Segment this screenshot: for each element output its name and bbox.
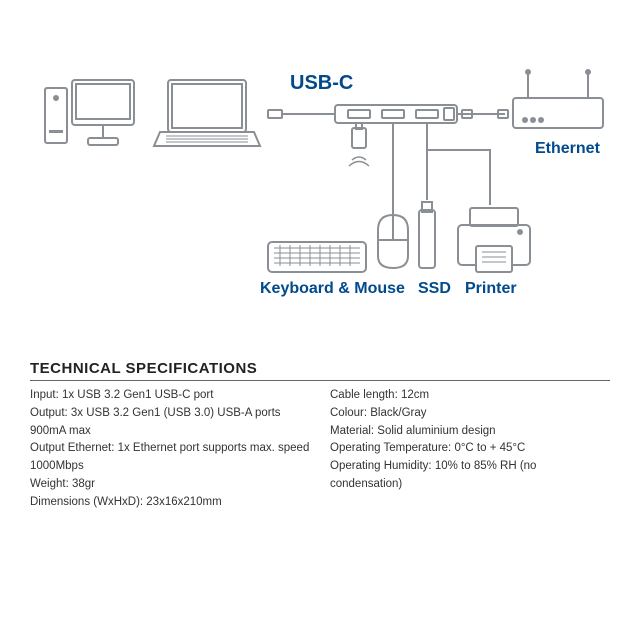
spec-row: Cable length: 12cm <box>330 387 610 405</box>
printer-label: Printer <box>465 280 517 298</box>
spec-row: Operating Temperature: 0°C to + 45°C <box>330 440 610 458</box>
usb-c-label: USB-C <box>290 72 353 95</box>
technical-specifications: TECHNICAL SPECIFICATIONS Input: 1x USB 3… <box>30 360 610 512</box>
spec-row: Operating Humidity: 10% to 85% RH (no co… <box>330 458 610 494</box>
ssd-label: SSD <box>418 280 451 298</box>
spec-row: Dimensions (WxHxD): 23x16x210mm <box>30 494 310 512</box>
spec-row: Output: 3x USB 3.2 Gen1 (USB 3.0) USB-A … <box>30 405 310 441</box>
spec-row: Input: 1x USB 3.2 Gen1 USB-C port <box>30 387 310 405</box>
specs-left-column: Input: 1x USB 3.2 Gen1 USB-C port Output… <box>30 387 310 512</box>
connection-diagram <box>30 60 610 310</box>
specs-title: TECHNICAL SPECIFICATIONS <box>30 360 610 381</box>
keyboard-mouse-label: Keyboard & Mouse <box>260 280 405 298</box>
spec-row: Weight: 38gr <box>30 476 310 494</box>
specs-columns: Input: 1x USB 3.2 Gen1 USB-C port Output… <box>30 387 610 512</box>
ethernet-label: Ethernet <box>535 140 600 158</box>
spec-row: Material: Solid aluminium design <box>330 423 610 441</box>
spec-row: Output Ethernet: 1x Ethernet port suppor… <box>30 440 310 476</box>
specs-right-column: Cable length: 12cm Colour: Black/Gray Ma… <box>330 387 610 512</box>
spec-row: Colour: Black/Gray <box>330 405 610 423</box>
